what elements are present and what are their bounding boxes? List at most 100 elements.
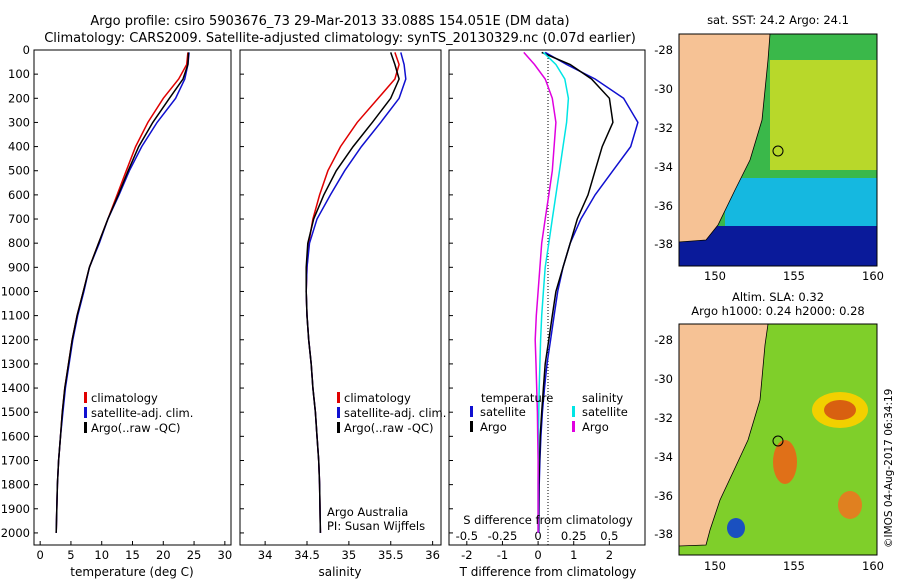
salinity-panel: 34 34.5 35 35.5 36 salinity climatology sate… bbox=[239, 49, 446, 579]
lat-tick-label: -30 bbox=[654, 82, 673, 96]
lon-tick-label: 150 bbox=[704, 559, 726, 573]
sst-warm-region bbox=[770, 60, 877, 170]
top-tick-label: 0.25 bbox=[561, 529, 587, 543]
lat-tick-label: -34 bbox=[654, 160, 673, 174]
legend-label-satellite: satellite-adj. clim. bbox=[91, 406, 193, 420]
salinity-xlabel: salinity bbox=[318, 565, 361, 579]
sla-land bbox=[678, 323, 769, 547]
temperature-panel: 0 5 10 15 20 25 300100200300400500600700800900… bbox=[1, 43, 232, 579]
legend-label-sal-satellite: satellite bbox=[582, 405, 628, 419]
legend-label-climatology: climatology bbox=[344, 391, 411, 405]
lat-tick-label: -34 bbox=[654, 450, 673, 464]
legend-swatch-satellite bbox=[84, 407, 87, 418]
y-tick-label: 1800 bbox=[1, 478, 30, 492]
x-tick-label: 15 bbox=[125, 548, 140, 562]
legend-label-temp-argo: Argo bbox=[480, 420, 507, 434]
lon-tick-label: 160 bbox=[862, 559, 884, 573]
temperature-axis-ticks: 0 5 10 15 20 25 300100200300400500600700800900… bbox=[1, 43, 232, 562]
sla-high-core bbox=[824, 400, 856, 420]
sla-map-title2: Argo h1000: 0.24 h2000: 0.28 bbox=[691, 304, 864, 318]
y-tick-label: 0 bbox=[23, 43, 30, 57]
sla-map-panel: Altim. SLA: 0.32 Argo h1000: 0.24 h2000:… bbox=[654, 290, 884, 573]
x-tick-label: 35 bbox=[342, 548, 357, 562]
legend-swatch-climatology bbox=[84, 392, 87, 403]
series-line bbox=[523, 51, 557, 533]
legend-label-climatology: climatology bbox=[91, 391, 158, 405]
temperature-xlabel: temperature (deg C) bbox=[70, 565, 193, 579]
sst-map-frame bbox=[678, 33, 878, 267]
lat-tick-label: -36 bbox=[654, 199, 673, 213]
sst-map-axis-ticks: -28 -30 -32 -34 -36 -38 150 155 160 bbox=[654, 43, 884, 283]
top-tick-label: 0.5 bbox=[600, 529, 618, 543]
header-line2: Climatology: CARS2009. Satellite-adjuste… bbox=[44, 31, 636, 46]
y-tick-label: 200 bbox=[8, 91, 30, 105]
legend-title-salinity: salinity bbox=[582, 391, 623, 405]
series-line bbox=[55, 52, 189, 533]
lon-tick-label: 155 bbox=[783, 559, 805, 573]
x-tick-label: 20 bbox=[156, 548, 171, 562]
x-tick-label: 36 bbox=[425, 548, 440, 562]
x-tick-label: 30 bbox=[218, 548, 233, 562]
legend-label-satellite: satellite-adj. clim. bbox=[344, 406, 446, 420]
x-tick-label: 2 bbox=[606, 548, 613, 562]
legend-swatch-sal-satellite bbox=[572, 406, 575, 417]
lon-tick-label: 160 bbox=[862, 269, 884, 283]
legend-label-temp-satellite: satellite bbox=[480, 405, 526, 419]
legend-label-argo: Argo(..raw -QC) bbox=[344, 421, 434, 435]
sla-warm-eddy bbox=[838, 491, 862, 519]
sla-map-frame bbox=[678, 323, 878, 556]
legend-swatch-temp-satellite bbox=[470, 406, 473, 417]
difference-xlabel: T difference from climatology bbox=[459, 565, 637, 579]
salinity-legend: climatology satellite-adj. clim. Argo(..… bbox=[337, 391, 446, 435]
sla-low-eddy bbox=[727, 518, 745, 538]
y-tick-label: 1000 bbox=[1, 284, 30, 298]
temperature-legend: climatology satellite-adj. clim. Argo(..… bbox=[84, 391, 193, 435]
lat-tick-label: -32 bbox=[654, 121, 673, 135]
y-tick-label: 1100 bbox=[1, 309, 30, 323]
y-tick-label: 1600 bbox=[1, 429, 30, 443]
annotation-argo-australia: Argo Australia bbox=[327, 505, 408, 519]
lat-tick-label: -38 bbox=[654, 237, 673, 251]
y-tick-label: 1400 bbox=[1, 381, 30, 395]
legend-swatch-satellite bbox=[337, 407, 340, 418]
series-line bbox=[537, 51, 570, 533]
x-tick-label: 1 bbox=[570, 548, 577, 562]
difference-panel: -2 -1 0 1 2 -0.5 -0.25 0 0.25 0.5 S difference fr… bbox=[448, 49, 646, 579]
lon-tick-label: 155 bbox=[783, 269, 805, 283]
series-line bbox=[55, 52, 190, 533]
timestamp: ©IMOS 04-Aug-2017 06:34:19 bbox=[883, 389, 895, 548]
legend-swatch-sal-argo bbox=[572, 421, 575, 432]
lat-tick-label: -28 bbox=[654, 43, 673, 57]
sla-profile-marker bbox=[772, 435, 784, 447]
series-line bbox=[305, 52, 400, 533]
legend-swatch-temp-argo bbox=[470, 421, 473, 432]
y-tick-label: 1700 bbox=[1, 453, 30, 467]
x-tick-label: 25 bbox=[187, 548, 202, 562]
difference-axis-ticks: -2 -1 0 1 2 -0.5 -0.25 0 0.25 0.5 bbox=[449, 49, 619, 562]
difference-plot-frame bbox=[448, 49, 646, 546]
y-tick-label: 400 bbox=[8, 140, 30, 154]
lat-tick-label: -32 bbox=[654, 411, 673, 425]
y-tick-label: 1200 bbox=[1, 333, 30, 347]
legend-label-argo: Argo(..raw -QC) bbox=[91, 421, 181, 435]
lat-tick-label: -36 bbox=[654, 489, 673, 503]
top-tick-label: 0 bbox=[534, 529, 541, 543]
x-tick-label: 34 bbox=[258, 548, 273, 562]
sla-map-axis-ticks: -28 -30 -32 -34 -36 -38 150 155 160 bbox=[654, 333, 884, 573]
legend-swatch-argo bbox=[337, 422, 340, 433]
y-tick-label: 1300 bbox=[1, 357, 30, 371]
lat-tick-label: -30 bbox=[654, 372, 673, 386]
sst-land bbox=[678, 33, 771, 243]
header-line1: Argo profile: csiro 5903676_73 29-Mar-20… bbox=[90, 14, 569, 29]
sst-map-title: sat. SST: 24.2 Argo: 24.1 bbox=[707, 13, 849, 27]
legend-swatch-climatology bbox=[337, 392, 340, 403]
y-tick-label: 100 bbox=[8, 67, 30, 81]
sla-eddy bbox=[773, 440, 797, 484]
lat-tick-label: -38 bbox=[654, 527, 673, 541]
temperature-plot-frame bbox=[33, 49, 232, 546]
x-tick-label: 0 bbox=[36, 548, 43, 562]
top-tick-label: -0.25 bbox=[488, 529, 518, 543]
y-tick-label: 1900 bbox=[1, 502, 30, 516]
lat-tick-label: -28 bbox=[654, 333, 673, 347]
